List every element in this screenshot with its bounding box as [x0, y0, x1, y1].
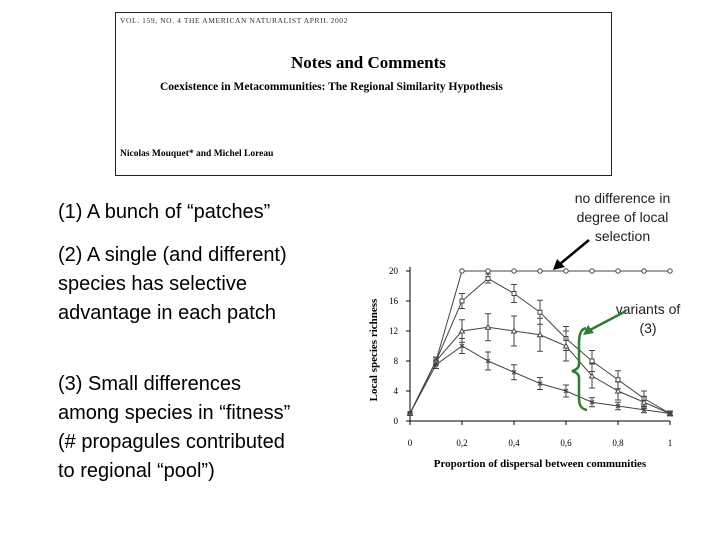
data-point — [589, 358, 595, 364]
data-point — [563, 268, 569, 274]
arrow-head — [583, 325, 594, 335]
data-point — [511, 268, 517, 274]
journal-line: VOL. 159, NO. 4 THE AMERICAN NATURALIST … — [120, 16, 348, 25]
y-tick-label: 0 — [394, 416, 399, 426]
data-point — [511, 291, 517, 296]
x-tick-label: 1 — [668, 438, 673, 448]
data-point — [614, 387, 622, 394]
data-point — [641, 407, 647, 413]
data-point — [537, 381, 543, 386]
data-point — [407, 411, 413, 416]
variants-arrow — [589, 309, 627, 332]
variants-bracket — [571, 326, 588, 412]
data-point — [536, 331, 544, 338]
data-point — [615, 268, 621, 274]
x-tick-label: 0,4 — [508, 438, 520, 448]
data-point — [667, 268, 673, 274]
data-point — [459, 343, 465, 349]
chart-series — [406, 268, 674, 417]
chart-axes: 0 0,2 0,4 0,6 0,8 1 0 4 8 12 16 20 — [389, 266, 672, 448]
x-tick-label: 0 — [408, 438, 413, 448]
data-point — [562, 342, 570, 349]
paper-header-image: VOL. 159, NO. 4 THE AMERICAN NATURALIST … — [115, 12, 612, 176]
data-point — [485, 276, 491, 281]
y-tick-label: 8 — [394, 356, 399, 366]
y-axis-label: Local species richness — [368, 298, 380, 401]
point-1: (1) A bunch of “patches” — [58, 201, 271, 223]
data-point — [458, 327, 466, 334]
data-point — [485, 358, 491, 364]
data-point — [537, 268, 543, 274]
callout-no-difference: no difference in degree of local selecti… — [574, 190, 671, 244]
x-tick-label: 0,6 — [560, 438, 572, 448]
paper-authors: Nicolas Mouquet* and Michel Loreau — [120, 149, 274, 159]
point-2: (2) A single (and different) species has… — [58, 244, 287, 324]
data-point — [510, 327, 518, 334]
data-point — [563, 388, 569, 394]
data-point — [667, 411, 673, 416]
x-tick-label: 0,8 — [612, 438, 624, 448]
data-point — [588, 372, 596, 379]
callout-arrow — [559, 239, 590, 265]
data-point — [459, 298, 465, 304]
data-point — [537, 309, 543, 315]
data-point — [484, 323, 492, 330]
paper-title: Coexistence in Metacommunities: The Regi… — [160, 81, 503, 93]
data-point — [511, 369, 517, 375]
x-tick-label: 0,2 — [456, 438, 467, 448]
data-point — [615, 377, 621, 383]
data-point — [485, 268, 491, 274]
y-tick-label: 16 — [389, 296, 399, 306]
y-tick-label: 12 — [389, 326, 398, 336]
data-point — [589, 268, 595, 274]
arrow-head — [553, 259, 565, 270]
x-axis-label: Proportion of dispersal between communit… — [434, 458, 647, 470]
y-tick-label: 4 — [394, 386, 399, 396]
section-heading: Notes and Comments — [291, 53, 446, 72]
data-point — [589, 399, 595, 405]
data-point — [459, 268, 465, 274]
data-point — [615, 403, 621, 409]
callout-variants: variants of (3) — [615, 301, 681, 336]
data-point — [640, 398, 648, 405]
data-point — [641, 268, 647, 274]
y-tick-label: 20 — [389, 266, 399, 276]
annotations — [553, 239, 627, 412]
point-3: (3) Small differences among species in “… — [58, 373, 291, 482]
data-point — [433, 362, 439, 368]
